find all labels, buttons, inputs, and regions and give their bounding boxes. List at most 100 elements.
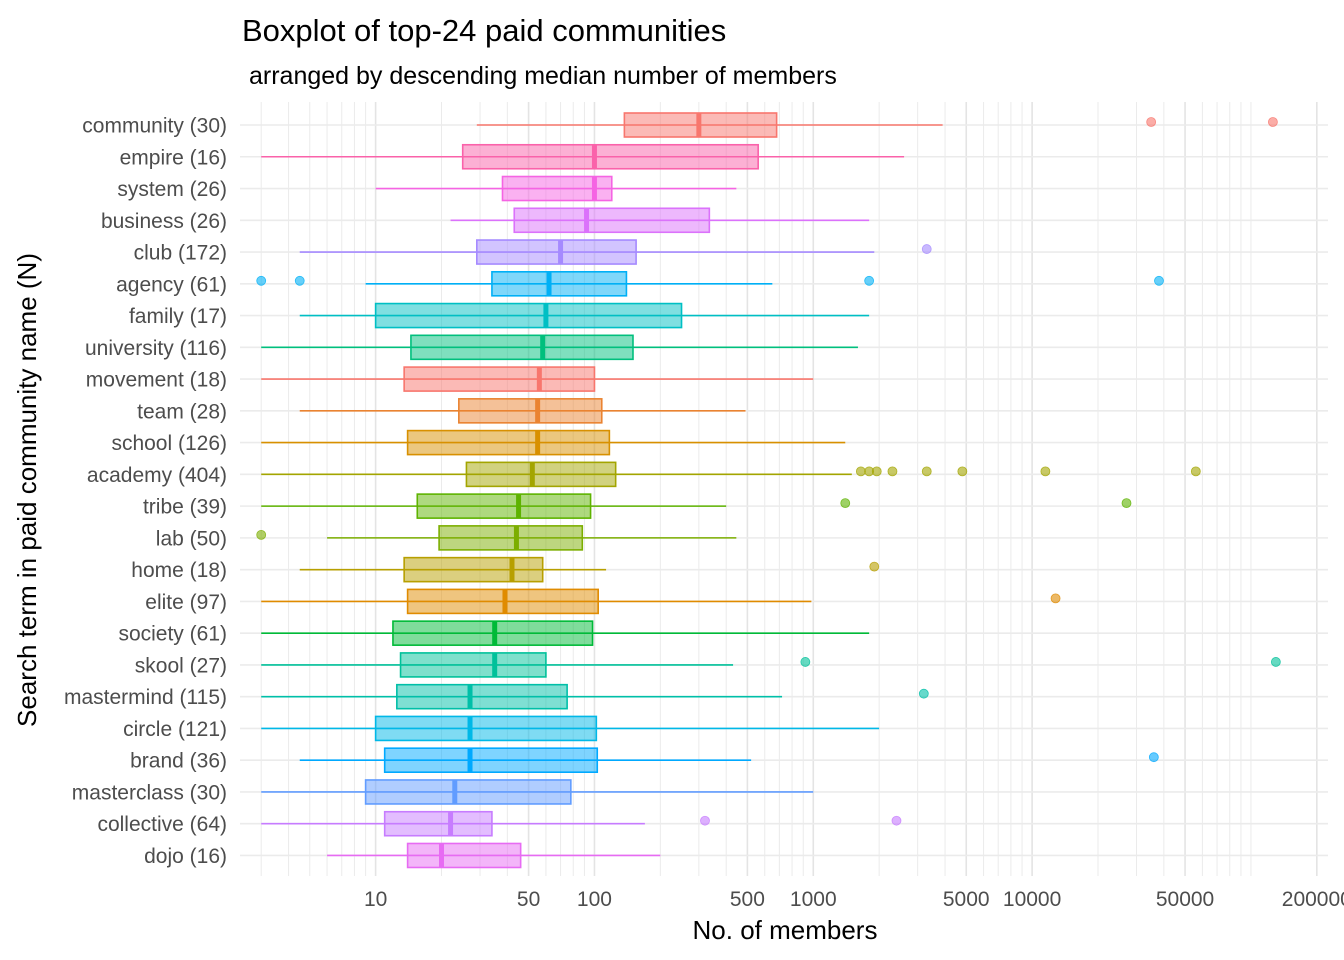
box	[513, 207, 711, 234]
box-agency	[256, 270, 1164, 297]
x-tick-label: 200000	[1282, 888, 1344, 911]
y-tick-label: school (126)	[111, 432, 227, 455]
outlier-point	[840, 498, 851, 509]
box-community	[476, 112, 1278, 138]
outlier-point	[864, 275, 875, 286]
box	[476, 239, 637, 265]
box	[458, 398, 603, 424]
outlier-point	[869, 561, 880, 572]
box	[374, 302, 683, 329]
box-business	[450, 207, 870, 234]
y-tick-label: club (172)	[134, 242, 227, 265]
box-tribe	[261, 493, 1132, 519]
outlier-point	[871, 466, 882, 477]
box-team	[299, 398, 746, 424]
y-tick-label: circle (121)	[123, 718, 227, 741]
y-tick-label: lab (50)	[156, 527, 227, 550]
box-mastermind	[261, 683, 929, 710]
y-tick-label: community (30)	[82, 115, 227, 138]
box	[465, 461, 617, 488]
plot-area	[256, 112, 1281, 869]
y-tick-label: business (26)	[101, 210, 227, 233]
outlier-point	[256, 529, 267, 540]
y-axis-title: Search term in paid community name (N)	[12, 253, 42, 727]
chart-title: Boxplot of top-24 paid communities	[242, 13, 726, 48]
outlier-point	[855, 466, 866, 477]
y-tick-label: masterclass (30)	[72, 781, 227, 804]
y-tick-label: team (28)	[137, 400, 227, 423]
y-tick-label: elite (97)	[145, 591, 227, 614]
outlier-point	[887, 466, 898, 477]
box	[410, 334, 634, 361]
outlier-point	[1148, 752, 1159, 763]
y-tick-label: brand (36)	[130, 750, 227, 773]
y-tick-label: home (18)	[131, 559, 227, 582]
box-club	[299, 239, 932, 265]
x-tick-label: 50000	[1156, 888, 1214, 911]
outlier-point	[1040, 466, 1051, 477]
box-brand	[299, 747, 1159, 774]
outlier-point	[1121, 498, 1132, 509]
x-tick-label: 10000	[1003, 888, 1061, 911]
x-tick-label: 100	[577, 888, 612, 911]
y-tick-label: empire (16)	[120, 146, 227, 169]
box	[438, 525, 584, 551]
y-axis-ticks: community (30) empire (16) system (26) busi…	[64, 115, 227, 868]
box	[416, 493, 592, 519]
outlier-point	[957, 466, 968, 477]
outlier-point	[1050, 593, 1061, 604]
outlier-point	[891, 815, 902, 826]
box	[403, 366, 596, 392]
box-university	[261, 334, 858, 361]
y-tick-label: society (61)	[118, 623, 227, 646]
box-circle	[261, 715, 880, 742]
y-tick-label: family (17)	[129, 305, 227, 328]
box	[491, 270, 628, 297]
box	[406, 429, 611, 456]
x-axis-ticks: 10 50 100 500 1000 5000 10000 50000 200000	[364, 888, 1344, 911]
box	[374, 715, 598, 742]
x-tick-label: 5000	[943, 888, 990, 911]
outlier-point	[921, 466, 932, 477]
outlier-point	[256, 275, 267, 286]
box-family	[299, 302, 870, 329]
y-tick-label: system (26)	[117, 178, 227, 201]
x-tick-label: 50	[517, 888, 540, 911]
box	[406, 842, 522, 869]
box	[383, 747, 599, 774]
outlier-point	[700, 815, 710, 826]
outlier-point	[800, 657, 811, 667]
box	[364, 779, 572, 805]
outlier-point	[1146, 117, 1157, 127]
outlier-point	[1267, 117, 1278, 127]
box	[461, 143, 759, 170]
box	[396, 683, 568, 710]
box-collective	[261, 810, 902, 837]
outlier-point	[1270, 657, 1281, 667]
chart-subtitle: arranged by descending median number of …	[249, 62, 837, 90]
box-academy	[261, 461, 1201, 488]
outlier-point	[1190, 466, 1201, 477]
box-dojo	[327, 842, 661, 869]
y-tick-label: skool (27)	[135, 654, 227, 677]
box-school	[261, 429, 846, 456]
x-tick-label: 1000	[790, 888, 837, 911]
box-lab	[256, 525, 737, 551]
y-tick-label: university (116)	[85, 337, 227, 360]
y-tick-label: tribe (39)	[143, 496, 227, 519]
y-tick-label: movement (18)	[86, 369, 227, 392]
box	[383, 810, 493, 837]
box-movement	[261, 366, 814, 392]
x-tick-label: 500	[730, 888, 765, 911]
y-tick-label: academy (404)	[87, 464, 227, 487]
x-axis-title: No. of members	[693, 915, 878, 945]
x-tick-label: 10	[364, 888, 387, 911]
box-society	[261, 620, 870, 646]
outlier-point	[1154, 275, 1164, 286]
y-tick-label: agency (61)	[116, 273, 227, 296]
outlier-point	[921, 244, 932, 254]
y-tick-label: dojo (16)	[144, 845, 227, 868]
outlier-point	[294, 275, 305, 286]
box-elite	[261, 588, 1061, 615]
